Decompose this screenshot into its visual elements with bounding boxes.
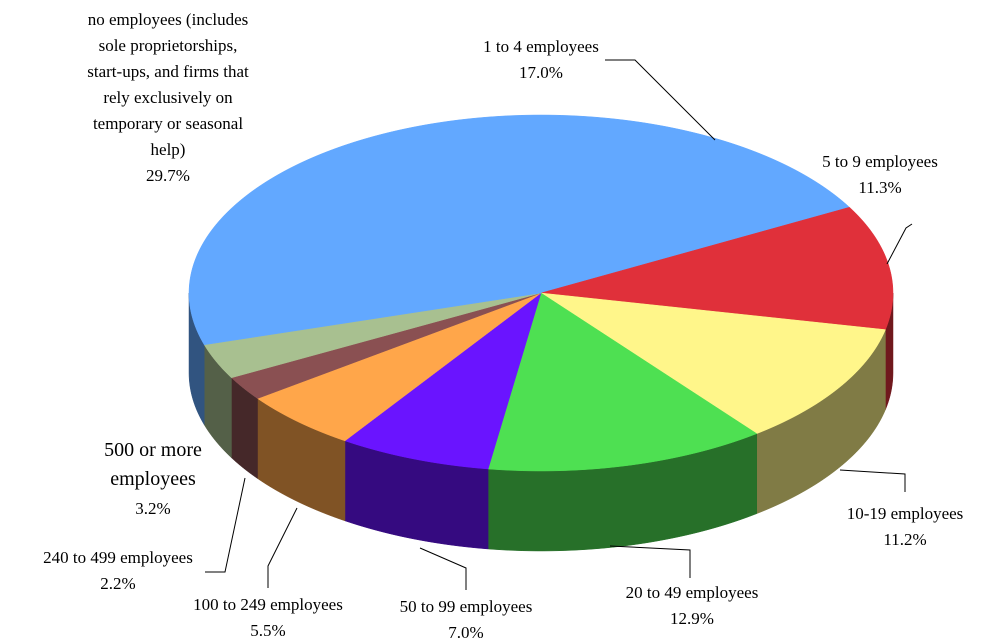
category-label: 500 or more employees [104, 439, 202, 490]
slice [203, 292, 542, 379]
value-label: 29.7% [146, 166, 190, 185]
slice-label: no employees (includes sole proprietorsh… [80, 7, 256, 189]
category-label: 50 to 99 employees [399, 597, 533, 616]
value-label: 3.2% [135, 499, 171, 518]
leader-line [839, 469, 906, 492]
slice-label: 50 to 99 employees 7.0% [366, 594, 566, 641]
value-label: 7.0% [448, 623, 484, 641]
leader-line [205, 477, 246, 573]
slice [256, 292, 542, 442]
slice-label: 240 to 499 employees 2.2% [8, 545, 228, 597]
category-label: 240 to 499 employees [43, 548, 193, 567]
slice-label: 5 to 9 employees 11.3% [780, 149, 980, 201]
value-label: 5.5% [250, 621, 286, 640]
leader-line [886, 223, 913, 265]
slice [540, 114, 850, 294]
value-label: 17.0% [519, 63, 563, 82]
leader-line [609, 545, 691, 578]
slice-label: 1 to 4 employees 17.0% [441, 34, 641, 86]
leader-line [419, 547, 467, 590]
value-label: 11.3% [858, 178, 902, 197]
value-label: 12.9% [670, 609, 714, 628]
slice-label: 10-19 employees 11.2% [805, 501, 985, 553]
slice-label: 20 to 49 employees 12.9% [592, 580, 792, 632]
category-label: 5 to 9 employees [822, 152, 938, 171]
category-label: 20 to 49 employees [625, 583, 759, 602]
leader-lines [205, 59, 913, 590]
slice [230, 292, 542, 399]
slice [344, 292, 542, 470]
category-label: 100 to 249 employees [193, 595, 343, 614]
slice [188, 114, 542, 346]
category-label: 10-19 employees [846, 504, 964, 523]
value-label: 2.2% [100, 574, 136, 593]
leader-line [605, 59, 716, 141]
slice [540, 206, 894, 330]
category-label: 1 to 4 employees [483, 37, 599, 56]
slice [487, 292, 758, 472]
slice-label: 500 or more employees 3.2% [83, 436, 223, 523]
slice-label: 100 to 249 employees 5.5% [158, 592, 378, 641]
slice [540, 292, 886, 434]
category-label: no employees (includes sole proprietorsh… [87, 10, 249, 159]
leader-line [267, 507, 298, 588]
value-label: 11.2% [883, 530, 927, 549]
